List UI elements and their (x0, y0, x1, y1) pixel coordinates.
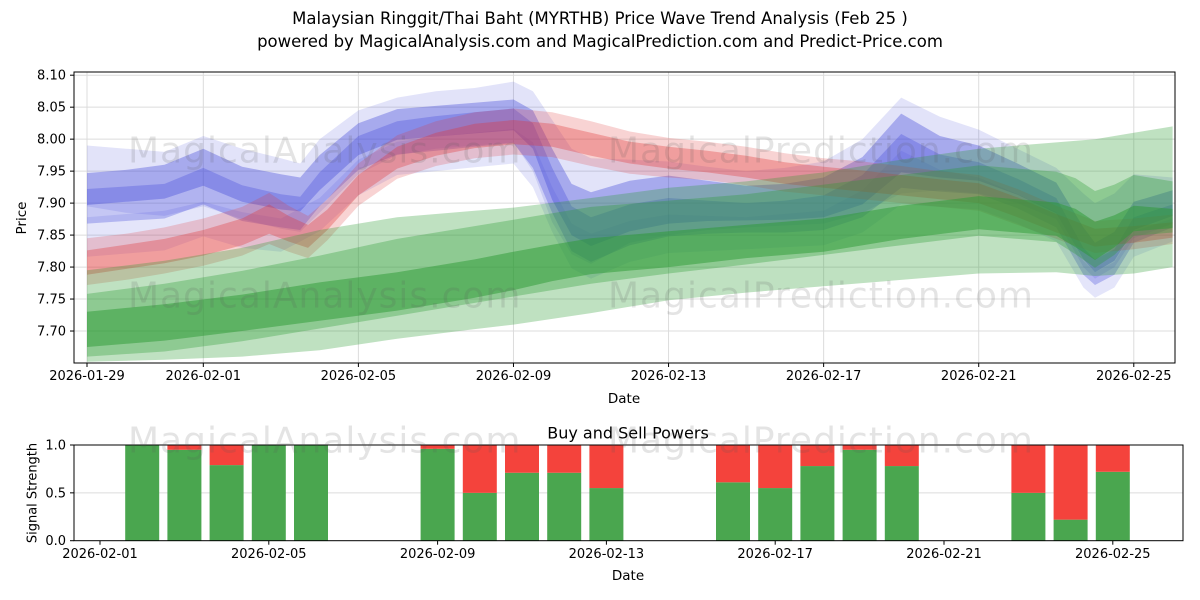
sell-bar-segment (842, 445, 877, 450)
sell-bar-segment (1011, 445, 1046, 493)
price-xaxis-label: Date (607, 391, 641, 407)
x-tick-label: 2026-02-25 (1096, 369, 1172, 384)
sell-bar-segment (1053, 445, 1088, 520)
sell-bar-segment (589, 445, 624, 489)
price-plot-frame (73, 71, 1176, 364)
power-xaxis-label: Date (611, 568, 645, 584)
x-tick-label: 2026-02-13 (631, 369, 707, 384)
x-tick-label: 2026-02-05 (231, 547, 307, 562)
figure-subtitle: powered by MagicalAnalysis.com and Magic… (257, 32, 943, 51)
x-tick-label: 2026-02-13 (569, 547, 645, 562)
buy-bar-segment (547, 472, 582, 541)
sell-bar-segment (547, 445, 582, 473)
buy-bar-segment (505, 472, 539, 541)
y-tick-label: 8.00 (37, 133, 66, 148)
buy-bar-segment (1095, 471, 1130, 541)
x-tick-label: 2026-02-09 (400, 547, 476, 562)
buy-bar-segment (1011, 492, 1046, 541)
y-tick-label: 7.70 (37, 325, 66, 340)
price-band-green-band-core (87, 196, 1173, 347)
x-tick-label: 2026-02-09 (476, 369, 552, 384)
y-tick-label: 8.10 (37, 69, 66, 84)
x-tick-label: 2026-02-21 (906, 547, 982, 562)
price-band-blue-wave-main (87, 99, 1173, 273)
price-band-red-wave-envelope (87, 108, 1173, 285)
y-tick-label: 1.0 (45, 439, 66, 454)
sell-bar-segment (1095, 445, 1130, 472)
sell-bar-segment (505, 445, 539, 473)
sell-bar-segment (167, 445, 202, 450)
y-tick-label: 0.0 (45, 534, 66, 549)
sell-bar-segment (884, 445, 919, 467)
figure-title: Malaysian Ringgit/Thai Baht (MYRTHB) Pri… (292, 9, 908, 28)
price-band-blue-wave-second (87, 108, 1173, 285)
sell-bar-segment (209, 445, 244, 466)
x-tick-label: 2026-02-21 (941, 369, 1017, 384)
sell-bar-segment (758, 445, 793, 489)
price-axis-label: Price (14, 201, 30, 235)
y-tick-label: 7.90 (37, 197, 66, 212)
price-band-blue-wave-envelope (87, 81, 1173, 279)
x-tick-label: 2026-02-05 (321, 369, 397, 384)
y-tick-label: 0.5 (45, 486, 66, 501)
y-tick-label: 7.75 (37, 293, 66, 308)
buy-bar-segment (420, 448, 455, 541)
signal-axis-label: Signal Strength (25, 442, 41, 544)
x-tick-label: 2026-01-29 (49, 369, 125, 384)
buy-bar-segment (294, 445, 328, 541)
x-tick-label: 2026-02-17 (737, 547, 813, 562)
buy-bar-segment (716, 482, 750, 541)
x-tick-label: 2026-02-01 (166, 369, 242, 384)
sell-bar-segment (462, 445, 497, 493)
buy-bar-segment (125, 445, 160, 541)
x-tick-label: 2026-02-17 (786, 369, 862, 384)
sell-bar-segment (420, 445, 455, 449)
buy-bar-segment (884, 466, 919, 541)
y-tick-label: 8.05 (37, 101, 66, 116)
buy-bar-segment (167, 449, 202, 541)
buy-bar-segment (251, 445, 286, 541)
sell-bar-segment (716, 445, 750, 483)
x-tick-label: 2026-02-01 (62, 547, 138, 562)
price-band-blue-wave-low (87, 128, 1173, 298)
y-tick-label: 7.95 (37, 165, 66, 180)
buy-bar-segment (800, 466, 835, 541)
bar-chart-title: Buy and Sell Powers (547, 423, 709, 443)
sell-bar-segment (800, 445, 835, 467)
buy-bar-segment (462, 492, 497, 541)
x-tick-label: 2026-02-25 (1075, 547, 1151, 562)
y-tick-label: 7.85 (37, 229, 66, 244)
buy-bar-segment (209, 465, 244, 541)
buy-bar-segment (842, 449, 877, 541)
buy-bar-segment (589, 488, 624, 541)
y-tick-label: 7.80 (37, 261, 66, 276)
buy-bar-segment (1053, 519, 1088, 541)
price-band-red-wave-main (87, 120, 1173, 275)
buy-bar-segment (758, 488, 793, 541)
